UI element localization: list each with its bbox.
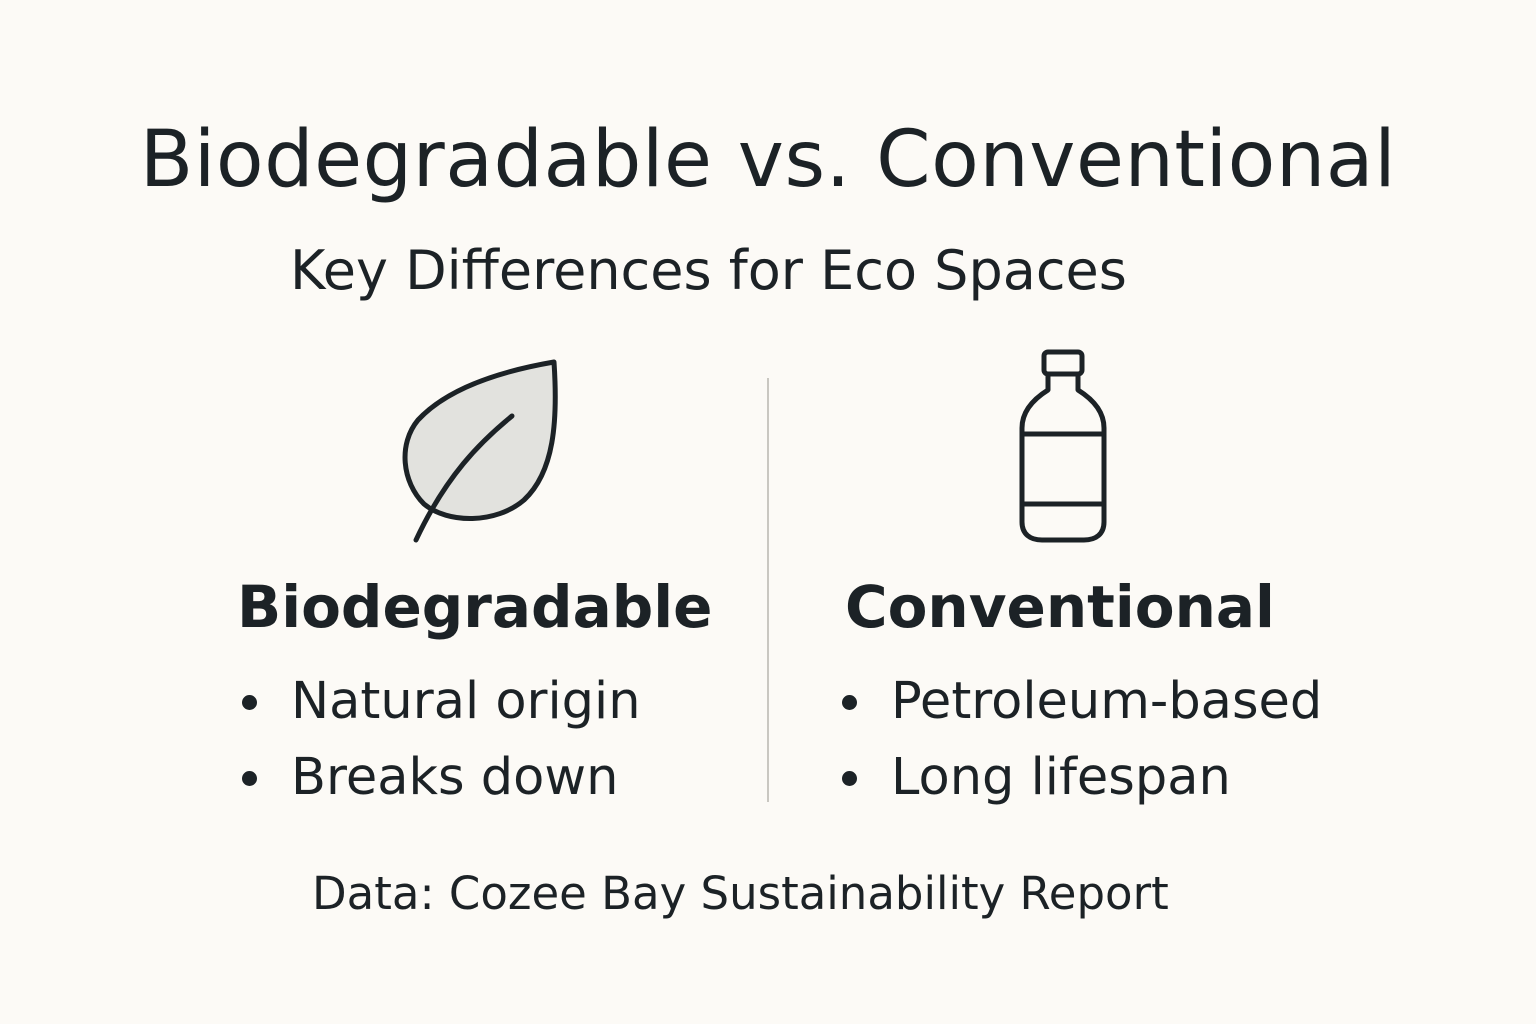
- page-subtitle: Key Differences for Eco Spaces: [290, 239, 1127, 302]
- source-note: Data: Cozee Bay Sustainability Report: [312, 867, 1169, 920]
- list-item: Long lifespan: [840, 740, 1322, 816]
- list-item: Natural origin: [240, 664, 641, 740]
- bottle-icon: [1019, 349, 1107, 543]
- bullet-icon: [842, 694, 857, 710]
- bullet-text: Breaks down: [291, 748, 619, 807]
- leaf-icon: [402, 359, 558, 543]
- page-title: Biodegradable vs. Conventional: [139, 115, 1397, 205]
- biodegradable-list: Natural origin Breaks down: [240, 664, 641, 816]
- bullet-icon: [242, 694, 257, 710]
- column-divider: [767, 378, 769, 802]
- list-item: Petroleum-based: [840, 664, 1322, 740]
- bullet-icon: [842, 770, 857, 786]
- conventional-heading: Conventional: [845, 573, 1275, 641]
- biodegradable-heading: Biodegradable: [237, 573, 713, 641]
- conventional-list: Petroleum-based Long lifespan: [840, 664, 1322, 816]
- bullet-text: Natural origin: [291, 672, 641, 731]
- bullet-text: Long lifespan: [891, 748, 1231, 807]
- bullet-text: Petroleum-based: [891, 672, 1323, 731]
- bullet-icon: [242, 770, 257, 786]
- list-item: Breaks down: [240, 740, 641, 816]
